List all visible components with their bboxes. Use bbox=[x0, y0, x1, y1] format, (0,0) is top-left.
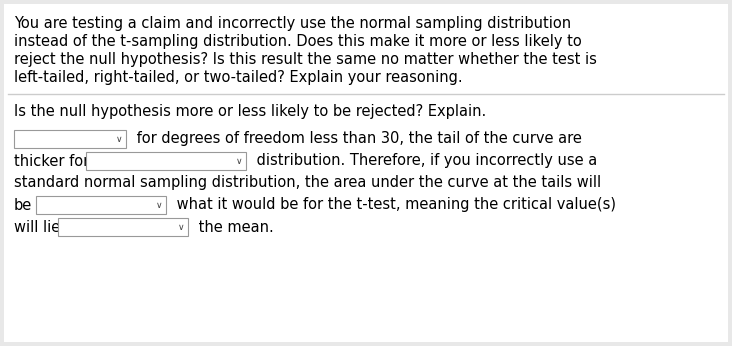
Text: ∨: ∨ bbox=[236, 157, 242, 166]
Bar bbox=[36, 196, 166, 214]
Text: be: be bbox=[14, 198, 32, 212]
Text: will lie: will lie bbox=[14, 219, 60, 235]
Bar bbox=[86, 152, 246, 170]
Text: Is the null hypothesis more or less likely to be rejected? Explain.: Is the null hypothesis more or less like… bbox=[14, 104, 486, 119]
Text: standard normal sampling distribution, the area under the curve at the tails wil: standard normal sampling distribution, t… bbox=[14, 175, 601, 190]
Text: distribution. Therefore, if you incorrectly use a: distribution. Therefore, if you incorrec… bbox=[252, 154, 597, 169]
Text: left-tailed, right-tailed, or two-tailed? Explain your reasoning.: left-tailed, right-tailed, or two-tailed… bbox=[14, 70, 463, 85]
Text: ∨: ∨ bbox=[156, 201, 163, 210]
Text: what it would be for the t-test, meaning the critical value(s): what it would be for the t-test, meaning… bbox=[172, 198, 616, 212]
Text: thicker for a: thicker for a bbox=[14, 154, 103, 169]
Bar bbox=[58, 218, 188, 236]
Text: ∨: ∨ bbox=[116, 136, 122, 145]
Text: reject the null hypothesis? Is this result the same no matter whether the test i: reject the null hypothesis? Is this resu… bbox=[14, 52, 597, 67]
Text: the mean.: the mean. bbox=[194, 219, 274, 235]
Text: ∨: ∨ bbox=[178, 224, 184, 233]
Bar bbox=[14, 130, 126, 148]
Text: You are testing a claim and incorrectly use the normal sampling distribution: You are testing a claim and incorrectly … bbox=[14, 16, 571, 31]
Text: for degrees of freedom less than 30, the tail of the curve are: for degrees of freedom less than 30, the… bbox=[132, 131, 582, 146]
Text: instead of the t-sampling distribution. Does this make it more or less likely to: instead of the t-sampling distribution. … bbox=[14, 34, 582, 49]
